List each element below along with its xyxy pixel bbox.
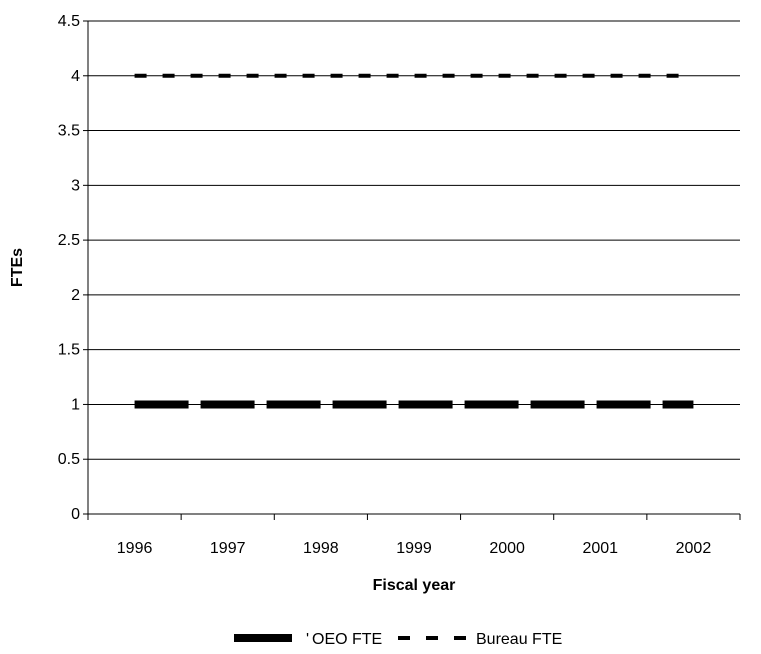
x-tick-label: 2002	[676, 540, 712, 557]
legend-label-oeo-fte: OEO FTE	[312, 631, 382, 648]
x-tick-label: 2000	[489, 540, 525, 557]
x-tick-label: 1996	[117, 540, 153, 557]
y-axis-ticks: 0 0.5 1 1.5 2 2.5 3 3.5 4 4.5	[58, 13, 88, 523]
x-tick-label: 2001	[582, 540, 618, 557]
gridlines	[88, 20, 740, 460]
x-tick-label: 1998	[303, 540, 339, 557]
x-tick-label: 1997	[210, 540, 246, 557]
y-tick-label: 1.5	[58, 342, 80, 359]
y-axis-title: FTEs	[9, 248, 26, 287]
x-axis-ticks: 1996 1997 1998 1999 2000 2001 2002	[87, 514, 741, 557]
y-tick-label: 1	[71, 396, 80, 413]
y-tick-label: 0.5	[58, 451, 80, 468]
legend-mark: '	[306, 631, 309, 648]
y-tick-label: 3	[71, 177, 80, 194]
legend: ' OEO FTE Bureau FTE	[234, 631, 562, 648]
y-tick-label: 2	[71, 287, 80, 304]
y-tick-label: 4.5	[58, 13, 80, 30]
y-tick-label: 2.5	[58, 232, 80, 249]
y-tick-label: 0	[71, 506, 80, 523]
legend-label-bureau-fte: Bureau FTE	[476, 631, 562, 648]
y-tick-label: 3.5	[58, 123, 80, 140]
x-axis-title: Fiscal year	[373, 577, 456, 594]
x-tick-label: 1999	[396, 540, 432, 557]
series-lines	[134, 73, 694, 409]
y-tick-label: 4	[71, 68, 80, 85]
